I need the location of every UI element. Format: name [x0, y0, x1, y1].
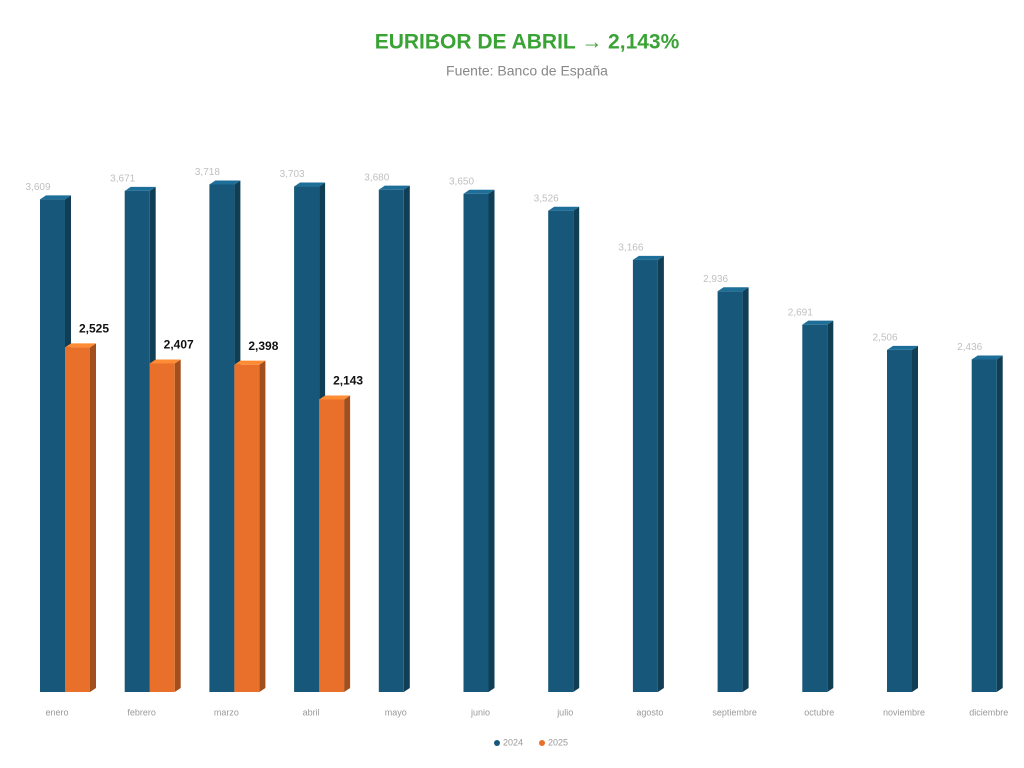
value-label: 2,936 [703, 274, 728, 285]
bar [887, 349, 912, 692]
value-label: 3,526 [534, 193, 559, 204]
bar-side [996, 355, 1003, 692]
value-label: 3,650 [449, 176, 474, 187]
value-label: 3,703 [280, 169, 305, 180]
x-tick-label: agosto [636, 707, 663, 717]
bar [971, 359, 997, 692]
value-label: 2,407 [164, 338, 194, 352]
value-label: 3,609 [25, 182, 50, 193]
value-label: 2,398 [248, 339, 278, 353]
bar [463, 193, 489, 692]
value-label: 2,143 [333, 374, 363, 388]
chart-subtitle: Fuente: Banco de España [446, 63, 608, 79]
legend-label: 2024 [503, 737, 523, 747]
bar [319, 399, 345, 692]
bar-side [259, 360, 266, 692]
bar-top [124, 186, 156, 191]
x-tick-label: noviembre [883, 707, 925, 717]
bar [124, 190, 150, 692]
bar-side [403, 185, 410, 692]
x-tick-label: mayo [385, 707, 407, 717]
bar [632, 259, 658, 692]
value-label: 2,525 [79, 322, 109, 336]
bar-top [294, 182, 326, 187]
legend-label: 2025 [548, 737, 568, 747]
bar-top [463, 189, 495, 194]
bar-top [149, 359, 181, 364]
bar [802, 324, 828, 692]
bar [294, 186, 320, 692]
value-label: 2,506 [872, 333, 897, 344]
bar [209, 184, 235, 693]
bar-top [802, 320, 834, 325]
x-tick-label: octubre [804, 707, 834, 717]
bar [149, 363, 175, 692]
bar-top [548, 206, 580, 211]
bar [234, 364, 260, 692]
bar-side [912, 345, 918, 692]
value-label: 3,718 [195, 167, 220, 178]
bar [40, 199, 65, 692]
value-label: 2,436 [957, 342, 982, 353]
bar-side [90, 343, 96, 692]
bar-side [742, 287, 749, 692]
bar-side [174, 359, 181, 692]
bar-top [378, 185, 410, 190]
bar-top [65, 343, 96, 348]
bar-top [717, 287, 749, 292]
bar-top [40, 195, 71, 200]
bar-top [632, 255, 664, 260]
value-label: 2,691 [788, 307, 813, 318]
bar [378, 189, 404, 692]
x-tick-label: junio [470, 707, 490, 717]
x-tick-label: febrero [127, 707, 156, 717]
x-tick-label: abril [303, 707, 320, 717]
bar [65, 347, 90, 692]
legend-marker [539, 740, 545, 746]
x-tick-label: septiembre [712, 707, 757, 717]
value-label: 3,680 [364, 172, 389, 183]
bar-side [488, 189, 495, 692]
bar-top [209, 180, 241, 185]
x-tick-label: marzo [214, 707, 239, 717]
bar-side [657, 255, 664, 692]
bar-top [887, 345, 918, 350]
bar-top [319, 395, 351, 400]
value-label: 3,166 [618, 242, 643, 253]
bar-top [234, 360, 266, 365]
bar [717, 291, 743, 692]
x-tick-label: julio [556, 707, 573, 717]
bar-side [573, 206, 580, 693]
x-tick-label: enero [45, 707, 68, 717]
bar-side [344, 395, 351, 692]
bar [548, 210, 574, 693]
value-label: 3,671 [110, 174, 135, 185]
legend-marker [494, 740, 500, 746]
bar-top [971, 355, 1003, 360]
bar-side [827, 320, 834, 692]
chart-title: EURIBOR DE ABRIL → 2,143% [375, 31, 680, 54]
x-tick-label: diciembre [969, 707, 1008, 717]
